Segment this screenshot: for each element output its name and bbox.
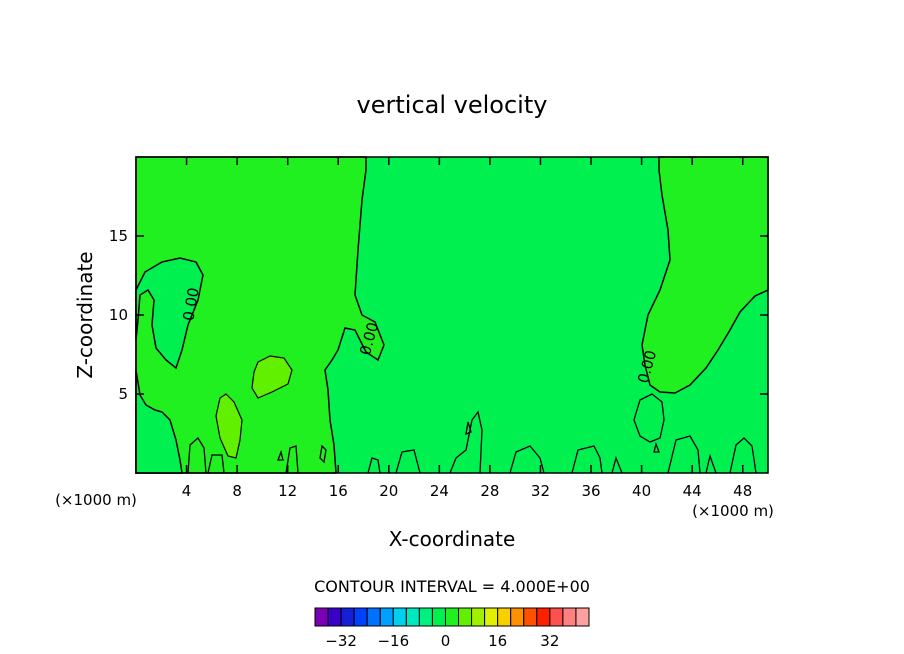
x-tick-label: 40 — [632, 482, 651, 500]
background-pocket-left — [135, 257, 204, 370]
colorbar-tick-label: −32 — [325, 632, 357, 650]
colorbar-swatch — [327, 607, 342, 627]
chart-title: vertical velocity — [357, 91, 548, 119]
x-tick-label: 36 — [581, 482, 600, 500]
positive-cell-b — [215, 393, 243, 459]
colorbar-swatch — [444, 607, 460, 627]
colorbar-swatch — [549, 607, 564, 627]
x-tick-label: 8 — [232, 482, 242, 500]
colorbar-swatch — [510, 607, 525, 627]
colorbar-swatch — [484, 607, 499, 627]
y-axis: 5 10 15 — [109, 227, 768, 403]
colorbar-swatch — [471, 607, 486, 627]
colorbar-swatch — [340, 607, 355, 627]
positive-region-left — [135, 156, 385, 474]
plot-area: 0.00 0.00 0.00 — [135, 156, 769, 474]
colorbar-swatch — [497, 607, 512, 627]
x-unit-right: (×1000 m) — [692, 502, 774, 520]
colorbar-swatch — [458, 607, 473, 627]
colorbar-swatch — [353, 607, 368, 627]
x-axis-label: X-coordinate — [389, 527, 516, 551]
x-tick-label: 12 — [278, 482, 297, 500]
x-tick-label: 20 — [379, 482, 398, 500]
small-contours — [187, 393, 757, 474]
colorbar-tick-label: 32 — [540, 632, 559, 650]
colorbar-swatch — [314, 607, 329, 627]
x-tick-label: 44 — [683, 482, 702, 500]
x-tick-label: 16 — [329, 482, 348, 500]
y-tick-label: 5 — [118, 385, 128, 403]
colorbar-swatch — [418, 607, 433, 627]
colorbar-swatch — [523, 607, 538, 627]
colorbar: −32 −16 0 16 32 — [314, 607, 590, 650]
colorbar-swatch — [366, 607, 381, 627]
y-tick-label: 10 — [109, 306, 128, 324]
x-tick-label: 24 — [430, 482, 449, 500]
x-tick-label: 28 — [480, 482, 499, 500]
contour-label: 0.00 — [179, 286, 203, 322]
colorbar-tick-label: 16 — [488, 632, 507, 650]
y-tick-label: 15 — [109, 227, 128, 245]
colorbar-swatch — [379, 607, 394, 627]
positive-cell-a — [251, 355, 293, 399]
colorbar-swatch — [562, 607, 577, 627]
positive-region-right — [641, 156, 769, 394]
y-axis-label: Z-coordinate — [73, 251, 97, 378]
colorbar-tick-label: −16 — [377, 632, 409, 650]
colorbar-swatch — [536, 607, 551, 627]
x-axis: 4 8 12 16 20 24 28 32 36 40 44 48 — [182, 157, 752, 500]
contour-interval: CONTOUR INTERVAL = 4.000E+00 — [314, 577, 590, 596]
colorbar-swatch — [405, 607, 420, 627]
colorbar-swatch — [392, 607, 407, 627]
colorbar-swatch — [431, 607, 446, 627]
x-tick-label: 48 — [733, 482, 752, 500]
x-unit-left: (×1000 m) — [55, 491, 137, 509]
x-tick-label: 32 — [531, 482, 550, 500]
x-tick-label: 4 — [182, 482, 192, 500]
colorbar-swatch — [575, 607, 590, 627]
colorbar-tick-label: 0 — [441, 632, 451, 650]
